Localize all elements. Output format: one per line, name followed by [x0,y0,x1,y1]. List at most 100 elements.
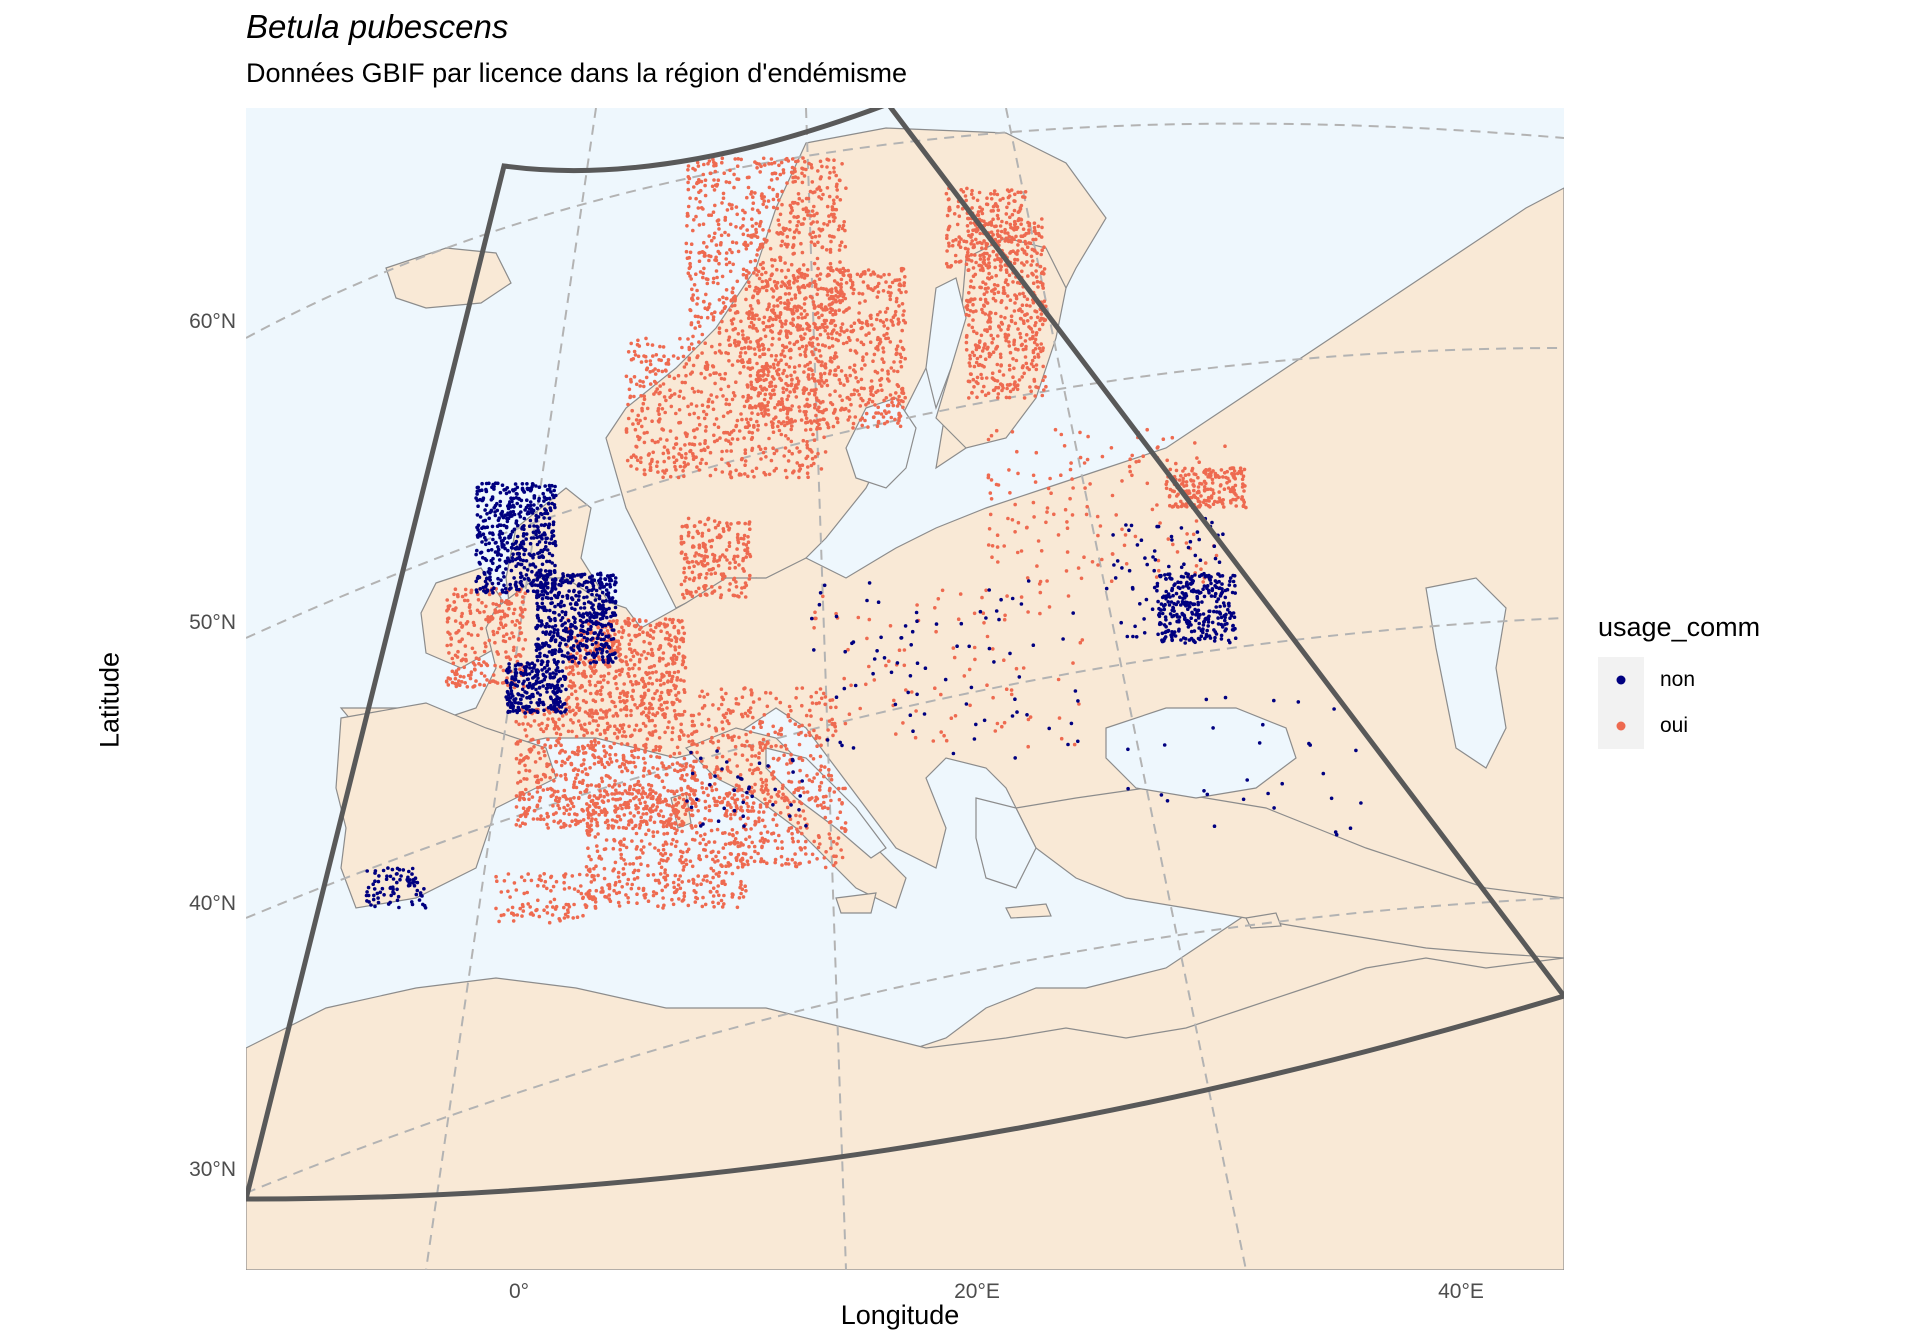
occurrence-point-oui [762,195,766,199]
occurrence-point-oui [654,774,658,778]
occurrence-point-oui [755,235,760,239]
occurrence-point-oui [445,643,449,648]
occurrence-point-oui [745,228,749,232]
occurrence-point-oui [1033,228,1037,233]
occurrence-point-oui [710,591,714,595]
occurrence-point-oui [601,710,606,714]
occurrence-point-oui [802,790,806,795]
occurrence-point-oui [754,268,758,272]
occurrence-point-oui [723,555,727,559]
occurrence-point-oui [791,180,795,184]
occurrence-point-oui [838,198,843,202]
occurrence-point-oui [802,174,807,178]
occurrence-point-oui [656,440,660,444]
occurrence-point-oui [646,651,650,656]
occurrence-point-oui [590,817,594,821]
occurrence-point-oui [769,329,773,333]
occurrence-point-oui [971,196,976,200]
occurrence-point-oui [708,373,712,377]
occurrence-point-oui [671,726,675,730]
occurrence-point-oui [1036,224,1041,229]
occurrence-point-oui [715,803,719,808]
occurrence-point-oui [832,201,836,206]
occurrence-point-oui [985,290,989,294]
occurrence-point-oui [628,862,632,866]
occurrence-point-oui [880,357,884,361]
occurrence-point-oui [872,272,877,276]
occurrence-point-oui [779,243,783,248]
occurrence-point-oui [615,727,619,731]
occurrence-point-oui [599,708,603,712]
occurrence-point-oui [716,222,721,227]
occurrence-point-oui [673,768,677,772]
occurrence-point-oui [464,657,468,662]
occurrence-point-oui [630,683,635,687]
occurrence-point-oui [682,566,687,571]
occurrence-point-oui [659,629,663,633]
occurrence-point-oui [688,796,693,801]
occurrence-point-oui [795,279,799,283]
occurrence-point-oui [739,457,744,462]
occurrence-point-oui [680,636,684,641]
occurrence-point-oui [615,736,620,740]
occurrence-point-oui [586,783,590,788]
occurrence-point-oui [656,368,661,373]
occurrence-point-oui [699,554,704,558]
occurrence-point-oui [847,273,851,278]
occurrence-point-oui [878,310,882,314]
occurrence-point-oui [586,743,590,748]
occurrence-point-oui [714,872,719,876]
occurrence-point-oui [805,312,809,317]
occurrence-point-oui [787,282,792,287]
occurrence-point-oui [978,362,982,367]
occurrence-point-oui [723,371,728,376]
occurrence-point-oui [645,430,649,435]
occurrence-point-oui [1042,388,1046,392]
occurrence-point-oui [639,839,644,843]
occurrence-point-oui [705,245,709,249]
occurrence-point-oui [764,270,768,275]
occurrence-point-oui [995,362,1000,367]
occurrence-point-oui [842,330,846,334]
occurrence-point-oui [839,326,843,330]
occurrence-point-oui [661,428,666,432]
occurrence-point-oui [1035,343,1039,347]
occurrence-point-oui [713,351,718,355]
occurrence-point-oui [665,706,669,710]
sea-adriatic [765,747,887,859]
occurrence-point-oui [690,370,694,375]
occurrence-point-oui [995,192,1000,197]
occurrence-point-oui [888,340,893,344]
occurrence-point-oui [807,392,811,396]
occurrence-point-oui [666,690,670,695]
occurrence-point-oui [1031,237,1035,242]
occurrence-point-oui [866,284,870,288]
occurrence-point-oui [833,368,837,373]
occurrence-point-oui [653,372,658,376]
occurrence-point-oui [582,661,587,666]
occurrence-point-oui [696,874,700,878]
occurrence-point-oui [851,291,855,296]
occurrence-point-oui [1016,243,1020,247]
occurrence-point-oui [869,287,873,291]
occurrence-point-oui [780,202,784,207]
occurrence-point-oui [676,877,681,882]
occurrence-point-oui [804,428,808,432]
points-oui [444,156,1248,925]
occurrence-point-oui [453,671,457,676]
occurrence-point-oui [764,377,768,382]
occurrence-point-oui [1009,314,1014,318]
occurrence-point-oui [518,793,522,797]
occurrence-point-oui [996,290,1001,295]
occurrence-point-oui [612,867,616,871]
occurrence-point-oui [636,338,640,343]
occurrence-point-oui [692,545,696,549]
occurrence-point-oui [827,214,831,218]
occurrence-point-oui [762,315,767,320]
occurrence-point-oui [601,716,605,720]
occurrence-point-oui [808,189,813,194]
occurrence-point-oui [581,674,585,678]
occurrence-point-oui [691,800,696,804]
occurrence-point-oui [626,900,631,905]
occurrence-point-oui [658,645,662,650]
